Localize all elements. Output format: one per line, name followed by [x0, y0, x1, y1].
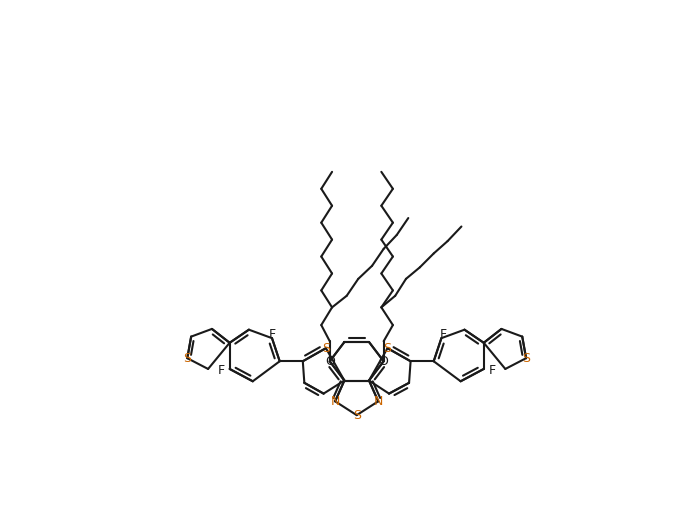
Text: S: S [322, 342, 330, 355]
Text: O: O [379, 355, 388, 368]
Text: O: O [325, 355, 335, 368]
Text: N: N [374, 395, 383, 408]
Text: F: F [439, 328, 447, 341]
Text: S: S [522, 352, 530, 365]
Text: F: F [218, 364, 225, 377]
Text: S: S [383, 342, 391, 355]
Text: F: F [489, 364, 496, 377]
Text: F: F [269, 328, 276, 341]
Text: S: S [183, 352, 191, 365]
Text: S: S [353, 408, 361, 422]
Text: N: N [331, 395, 340, 408]
